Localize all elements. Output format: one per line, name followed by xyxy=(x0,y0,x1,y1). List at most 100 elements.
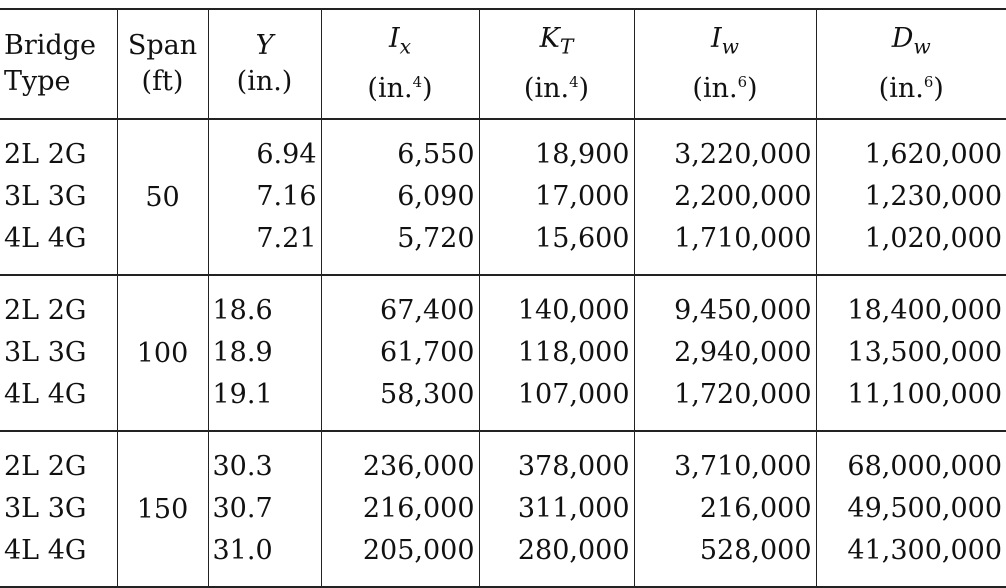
bridge-properties-table: Bridge Type Span (ft) Y (in.) Ix (in.4) KT (i… xyxy=(0,8,1006,588)
type-value: 3L 3G xyxy=(4,337,87,368)
ix-value: 58,300 xyxy=(380,379,475,410)
header-label: Bridge xyxy=(4,30,96,61)
header-exponent: 6 xyxy=(923,73,934,92)
header-unit: (ft) xyxy=(141,66,184,97)
header-subscript: x xyxy=(399,34,412,59)
header-dw: Dw (in.6) xyxy=(815,9,1006,120)
cell-ix: 6,550 6,090 5,720 xyxy=(320,119,479,275)
header-iw: Iw (in.6) xyxy=(633,9,816,120)
header-kt: KT (in.4) xyxy=(478,9,634,120)
y-value: 30.7 xyxy=(212,493,273,524)
cell-stack: 1,620,000 1,230,000 1,020,000 xyxy=(821,120,1002,274)
cell-dw: 68,000,000 49,500,000 41,300,000 xyxy=(815,431,1006,587)
cell-stack: 236,000 216,000 205,000 xyxy=(326,432,475,586)
type-value: 2L 2G xyxy=(4,139,87,170)
cell-stack: 6.94 7.16 7.21 xyxy=(213,120,317,274)
dw-value: 18,400,000 xyxy=(847,295,1002,326)
cell-type: 2L 2G 3L 3G 4L 4G xyxy=(0,119,117,275)
cell-stack: 18.6 18.9 19.1 xyxy=(213,276,317,430)
cell-stack: 18,900 17,000 15,600 xyxy=(484,120,630,274)
kt-value: 15,600 xyxy=(535,223,630,254)
cell-stack: 30.3 30.7 31.0 xyxy=(213,432,317,586)
ix-value: 61,700 xyxy=(380,337,475,368)
header-subscript: T xyxy=(559,34,574,59)
dw-value: 1,020,000 xyxy=(864,223,1002,254)
cell-type: 2L 2G 3L 3G 4L 4G xyxy=(0,431,117,587)
y-value: 7.16 xyxy=(256,181,317,212)
iw-value: 528,000 xyxy=(699,535,812,566)
kt-value: 378,000 xyxy=(517,451,630,482)
type-value: 3L 3G xyxy=(4,181,87,212)
header-unit: (in. xyxy=(523,73,570,105)
cell-stack: 6,550 6,090 5,720 xyxy=(326,120,475,274)
cell-stack: 68,000,000 49,500,000 41,300,000 xyxy=(821,432,1002,586)
span-group: 2L 2G 3L 3G 4L 4G 150 30.3 30.7 31.0 236,000 216… xyxy=(0,431,1006,587)
dw-value: 13,500,000 xyxy=(847,337,1002,368)
header-unit: (in. xyxy=(692,73,738,105)
cell-stack: 140,000 118,000 107,000 xyxy=(484,276,630,430)
type-value: 2L 2G xyxy=(4,451,87,482)
cell-stack: 2L 2G 3L 3G 4L 4G xyxy=(4,276,113,430)
cell-y: 18.6 18.9 19.1 xyxy=(207,275,321,431)
ix-value: 236,000 xyxy=(362,451,475,482)
cell-kt: 378,000 311,000 280,000 xyxy=(478,431,634,587)
dw-value: 41,300,000 xyxy=(847,535,1002,566)
type-value: 2L 2G xyxy=(4,295,87,326)
span-value: 100 xyxy=(136,337,189,369)
type-value: 4L 4G xyxy=(4,535,87,566)
span-group: 2L 2G 3L 3G 4L 4G 50 6.94 7.16 7.21 6,550 6,090 5… xyxy=(0,119,1006,275)
cell-y: 30.3 30.7 31.0 xyxy=(207,431,321,587)
dw-value: 1,620,000 xyxy=(864,139,1002,170)
cell-ix: 67,400 61,700 58,300 xyxy=(320,275,479,431)
header-subscript: w xyxy=(913,34,931,59)
cell-type: 2L 2G 3L 3G 4L 4G xyxy=(0,275,117,431)
ix-value: 5,720 xyxy=(397,223,475,254)
kt-value: 311,000 xyxy=(517,493,630,524)
cell-y: 6.94 7.16 7.21 xyxy=(207,119,321,275)
header-symbol: Y xyxy=(255,30,274,61)
y-value: 30.3 xyxy=(212,451,273,482)
header-exponent: 6 xyxy=(737,73,748,92)
header-symbol: I xyxy=(710,22,722,54)
header-unit: (in. xyxy=(878,73,924,105)
header-unit: (in.) xyxy=(236,66,293,97)
cell-stack: 2L 2G 3L 3G 4L 4G xyxy=(4,120,113,274)
y-value: 18.9 xyxy=(212,337,273,368)
iw-value: 1,720,000 xyxy=(674,379,812,410)
cell-stack: 9,450,000 2,940,000 1,720,000 xyxy=(639,276,812,430)
header-unit: (in. xyxy=(367,73,413,105)
group-row: 2L 2G 3L 3G 4L 4G 50 6.94 7.16 7.21 6,550 6,090 5… xyxy=(0,119,1006,275)
cell-span: 100 xyxy=(116,275,208,431)
kt-value: 107,000 xyxy=(517,379,630,410)
header-row: Bridge Type Span (ft) Y (in.) Ix (in.4) KT (i… xyxy=(0,9,1006,120)
ix-value: 205,000 xyxy=(362,535,475,566)
cell-stack: 2L 2G 3L 3G 4L 4G xyxy=(4,432,113,586)
y-value: 18.6 xyxy=(212,295,273,326)
y-value: 19.1 xyxy=(212,379,273,410)
cell-stack: 67,400 61,700 58,300 xyxy=(326,276,475,430)
iw-value: 2,200,000 xyxy=(674,181,812,212)
cell-stack: 3,220,000 2,200,000 1,710,000 xyxy=(639,120,812,274)
cell-dw: 18,400,000 13,500,000 11,100,000 xyxy=(815,275,1006,431)
group-row: 2L 2G 3L 3G 4L 4G 100 18.6 18.9 19.1 67,400 61,7… xyxy=(0,275,1006,431)
header-symbol: K xyxy=(539,22,560,54)
kt-value: 17,000 xyxy=(535,181,630,212)
header-exponent: 4 xyxy=(412,73,423,92)
y-value: 6.94 xyxy=(256,139,317,170)
type-value: 3L 3G xyxy=(4,493,87,524)
type-value: 4L 4G xyxy=(4,379,87,410)
y-value: 31.0 xyxy=(212,535,273,566)
cell-span: 50 xyxy=(116,119,208,275)
cell-stack: 18,400,000 13,500,000 11,100,000 xyxy=(821,276,1002,430)
cell-kt: 140,000 118,000 107,000 xyxy=(478,275,634,431)
kt-value: 18,900 xyxy=(535,139,630,170)
type-value: 4L 4G xyxy=(4,223,87,254)
header-y: Y (in.) xyxy=(207,9,321,120)
iw-value: 9,450,000 xyxy=(674,295,812,326)
ix-value: 6,550 xyxy=(397,139,475,170)
iw-value: 3,710,000 xyxy=(674,451,812,482)
cell-iw: 9,450,000 2,940,000 1,720,000 xyxy=(633,275,816,431)
dw-value: 49,500,000 xyxy=(847,493,1002,524)
cell-span: 150 xyxy=(116,431,208,587)
ix-value: 216,000 xyxy=(362,493,475,524)
